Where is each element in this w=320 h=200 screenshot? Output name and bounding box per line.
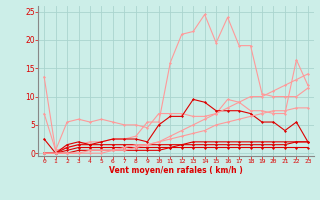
X-axis label: Vent moyen/en rafales ( km/h ): Vent moyen/en rafales ( km/h ) bbox=[109, 166, 243, 175]
